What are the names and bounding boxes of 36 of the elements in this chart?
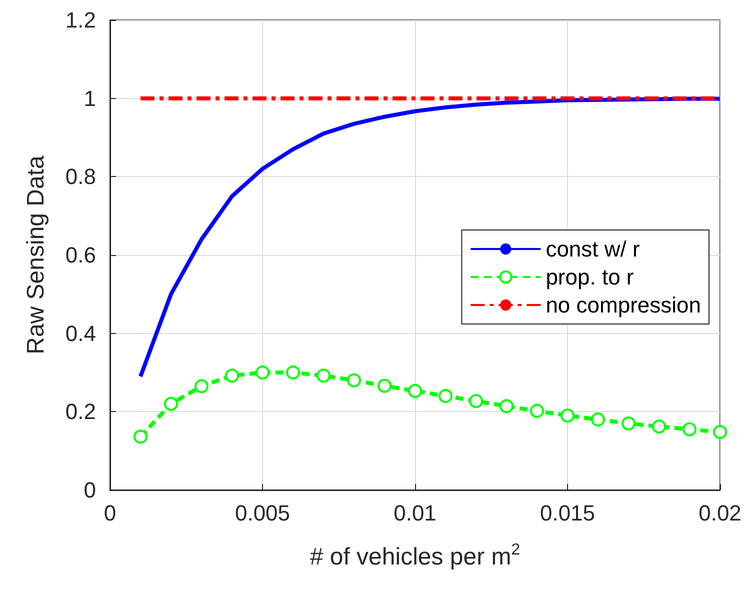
y-axis-title: Raw Sensing Data [22,154,50,354]
point [286,366,300,380]
y-tick-label: 0.4 [65,320,96,346]
x-tick-label: 0.01 [394,500,436,526]
point [560,408,574,423]
point [500,399,514,414]
x-tick-label: 0.015 [540,500,596,526]
point [378,378,392,393]
y-tick-label: 0.2 [65,399,96,424]
point [682,422,696,436]
point [530,404,544,418]
point [164,396,178,411]
y-tick-label: 0.6 [65,242,96,268]
x-tick-label: 0.02 [698,500,742,526]
point [713,425,727,440]
point [316,368,330,383]
point [134,430,148,444]
point [408,384,422,398]
y-tick-label: 0 [84,478,96,502]
point [622,416,636,430]
legend-label: prop. to r [546,264,634,290]
point [225,368,239,383]
legend-label: no compression [546,292,702,318]
legend-label: const w/ r [546,236,640,262]
point [591,412,605,426]
point [347,373,361,388]
x-tick-label: 0.005 [234,500,290,526]
point [194,379,208,394]
y-tick-label: 0.8 [65,164,96,190]
x-tick-label: 0 [104,500,116,526]
point [256,366,270,380]
y-tick-label: 1 [84,86,96,111]
point [469,394,483,408]
point [438,389,452,403]
point [652,420,666,434]
y-tick-label: 1.2 [65,8,96,32]
